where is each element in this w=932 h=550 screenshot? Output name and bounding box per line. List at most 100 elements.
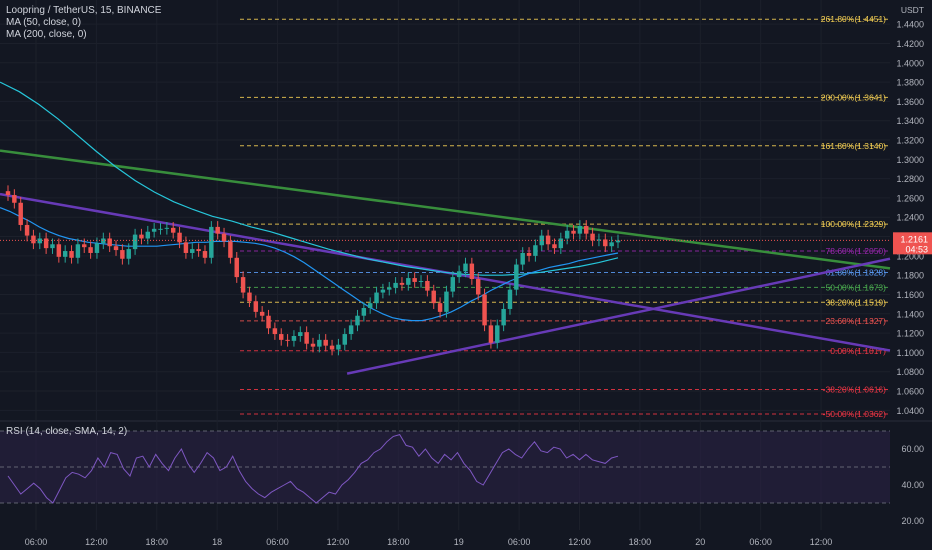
time-tick-label: 06:00 — [266, 537, 289, 547]
candle-body — [259, 311, 265, 316]
price-tick-label: 1.0600 — [896, 387, 924, 397]
candle-body — [82, 244, 87, 248]
candle-body — [151, 228, 157, 232]
candle-body — [329, 345, 335, 350]
price-tick-label: 1.3200 — [896, 136, 924, 146]
candle-body — [475, 279, 481, 295]
time-tick-label: 18:00 — [387, 537, 410, 547]
symbol-title[interactable]: Loopring / TetherUS, 15, BINANCE — [6, 5, 162, 16]
candle-body — [126, 249, 131, 259]
currency-label: USDT — [901, 5, 924, 15]
candle-body — [590, 233, 595, 241]
candle-body — [285, 339, 290, 341]
candle-body — [323, 339, 328, 346]
fib-level-label: 50.00%(1.1673) — [826, 282, 887, 292]
candle-body — [412, 278, 417, 282]
candle-body — [603, 239, 608, 247]
candle-body — [444, 291, 449, 312]
fib-level-label: -50.00%(1.0362) — [823, 409, 886, 419]
candle-body — [240, 277, 246, 293]
candle-body — [609, 242, 614, 247]
candle-body — [18, 202, 23, 225]
candle-body — [221, 233, 227, 242]
candle-body — [507, 289, 513, 309]
candle-body — [526, 252, 532, 256]
candle-body — [272, 328, 278, 335]
candle-body — [533, 245, 538, 256]
fib-level-label: 78.60%(1.2050) — [826, 246, 887, 256]
rsi-tick-label: 20.00 — [901, 516, 924, 526]
candle-body — [75, 244, 81, 258]
price-badge-countdown: 04:53 — [905, 244, 928, 254]
candle-body — [101, 238, 106, 244]
candle-body — [336, 344, 341, 350]
candle-body — [56, 244, 62, 257]
ma50-legend[interactable]: MA (50, close, 0) — [6, 17, 82, 28]
axes: 1.4400 1.4200 1.4000 1.3800 1.3600 1.3400 1.32… — [0, 5, 932, 547]
candle-body — [12, 195, 17, 203]
time-tick-label: 19 — [454, 537, 464, 547]
candle-body — [399, 282, 405, 285]
candle-body — [520, 252, 525, 265]
candle-body — [253, 301, 259, 312]
candle-body — [266, 315, 271, 329]
candle-body — [596, 239, 602, 241]
rsi-line — [7, 434, 619, 504]
rsi-indicator: 60.00 40.00 20.00 — [0, 430, 924, 526]
candle-body — [50, 244, 55, 249]
ma200-legend[interactable]: MA (200, close, 0) — [6, 29, 87, 40]
price-badge[interactable] — [893, 232, 932, 255]
candle-body — [564, 230, 570, 239]
price-tick-label: 1.1400 — [896, 309, 924, 319]
time-tick-label: 06:00 — [25, 537, 48, 547]
chart-legend: Loopring / TetherUS, 15, BINANCE MA (50,… — [6, 5, 161, 41]
candle-body — [355, 315, 360, 326]
candle-body — [380, 289, 386, 293]
rsi-legend[interactable]: RSI (14, close, SMA, 14, 2) — [6, 426, 128, 437]
time-tick-label: 18:00 — [629, 537, 652, 547]
fib-level-label: 161.80%(1.3140) — [821, 141, 886, 151]
price-tick-label: 1.2400 — [896, 213, 924, 223]
candle-body — [113, 246, 119, 251]
candle-body — [183, 242, 189, 253]
candle-body — [24, 224, 30, 236]
candle-body — [310, 343, 316, 347]
trendline[interactable] — [0, 149, 891, 270]
fib-level-label: 23.60%(1.1327) — [826, 316, 887, 326]
candle-body — [94, 243, 100, 253]
candle-body — [209, 226, 214, 258]
candle-body — [31, 235, 36, 244]
candle-body — [577, 225, 583, 234]
candle-body — [348, 325, 354, 335]
candle-body — [615, 240, 621, 243]
time-tick-label: 18 — [212, 537, 222, 547]
candle-body — [228, 241, 233, 258]
candle-body — [374, 292, 379, 304]
candle-body — [107, 238, 112, 247]
candle-body — [120, 250, 125, 259]
price-tick-label: 1.3600 — [896, 97, 924, 107]
fibonacci-levels[interactable]: 261.80%(1.4451) 200.00%(1.3641) 161.80%(1.… — [240, 14, 890, 419]
rsi-tick-label: 60.00 — [901, 444, 924, 454]
candle-body — [88, 247, 93, 253]
candle-body — [279, 334, 284, 340]
price-tick-label: 1.0400 — [896, 406, 924, 416]
candle-body — [571, 230, 576, 234]
fib-level-label: 38.20%(1.1519) — [826, 297, 887, 307]
rsi-tick-label: 40.00 — [901, 480, 924, 490]
price-tick-label: 1.1200 — [896, 329, 924, 339]
candle-body — [393, 282, 398, 288]
candle-body — [418, 280, 424, 282]
candle-body — [177, 232, 182, 243]
candle-body — [202, 251, 208, 258]
trendline[interactable] — [346, 257, 891, 375]
price-tick-label: 1.1600 — [896, 290, 924, 300]
candle-body — [69, 251, 74, 258]
candle-body — [291, 336, 297, 341]
candle-body — [5, 191, 11, 196]
time-tick-label: 06:00 — [749, 537, 772, 547]
candle-body — [234, 257, 239, 278]
time-tick-label: 12:00 — [568, 537, 591, 547]
candle-body — [361, 308, 367, 316]
